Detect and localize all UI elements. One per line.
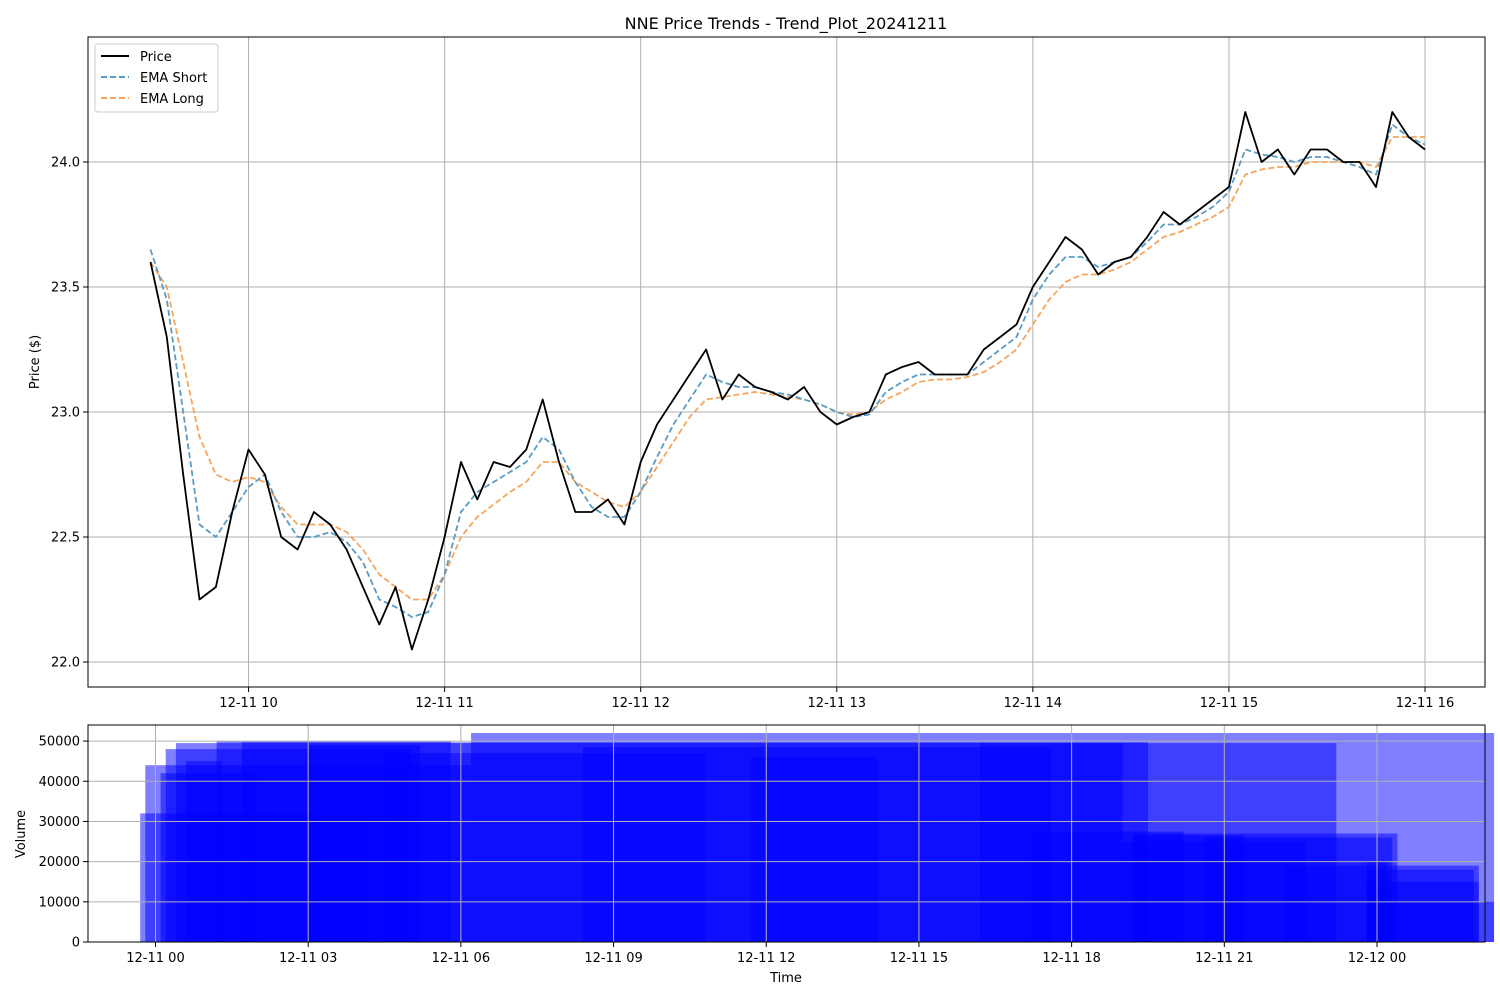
volume-xticks: 12-11 00 12-11 03 12-11 06 12-11 09 12-11 12…	[126, 942, 1406, 966]
volume-bar	[751, 757, 879, 942]
volume-xtick-label: 12-11 03	[279, 951, 337, 966]
series-line-ema-long	[149, 136, 1425, 601]
volume-ytick-label: 30000	[39, 815, 80, 830]
volume-y-axis-label: Volume	[14, 810, 29, 858]
volume-xtick-label: 12-11 18	[1042, 951, 1100, 966]
volume-ytick-label: 10000	[39, 895, 80, 910]
price-ytick-label: 22.0	[51, 656, 80, 671]
volume-x-axis-label: Time	[769, 971, 802, 986]
volume-bars-group	[140, 733, 1495, 942]
price-ytick-label: 23.0	[51, 406, 80, 421]
volume-xtick-label: 12-11 00	[126, 951, 184, 966]
legend-label-price: Price	[140, 50, 172, 65]
price-y-axis-label: Price ($)	[28, 335, 43, 389]
price-ytick-label: 23.5	[51, 281, 80, 296]
price-grid	[88, 37, 1485, 687]
price-xtick-label: 12-11 12	[611, 696, 669, 711]
price-panel: NNE Price Trends - Trend_Plot_20241211 2…	[28, 14, 1486, 711]
volume-bar	[186, 761, 222, 942]
volume-ytick-label: 40000	[39, 775, 80, 790]
volume-ytick-label: 50000	[39, 735, 80, 750]
legend-box	[94, 43, 219, 113]
volume-grid	[88, 725, 1485, 943]
price-legend: Price EMA Short EMA Long	[94, 43, 219, 113]
price-xtick-label: 12-11 16	[1396, 696, 1454, 711]
volume-yticks: 0 10000 20000 30000 40000 50000	[39, 735, 88, 951]
legend-label-ema-short: EMA Short	[140, 71, 207, 86]
price-series-group	[149, 111, 1426, 651]
price-xtick-label: 12-11 13	[808, 696, 866, 711]
volume-xtick-label: 12-11 12	[737, 951, 795, 966]
price-ytick-label: 22.5	[51, 531, 80, 546]
volume-xtick-label: 12-11 21	[1195, 951, 1253, 966]
price-plot-frame	[87, 36, 1486, 688]
volume-bar	[1030, 831, 1184, 942]
volume-xtick-label: 12-11 15	[890, 951, 948, 966]
volume-plot-frame	[87, 724, 1486, 943]
series-line-ema-short	[149, 123, 1426, 618]
price-xtick-label: 12-11 10	[219, 696, 277, 711]
volume-ytick-label: 20000	[39, 855, 80, 870]
volume-xtick-label: 12-11 06	[432, 951, 490, 966]
price-xtick-label: 12-11 14	[1004, 696, 1062, 711]
price-xtick-label: 12-11 15	[1200, 696, 1258, 711]
price-chart-title: NNE Price Trends - Trend_Plot_20241211	[625, 14, 948, 34]
volume-xtick-label: 12-11 09	[584, 951, 642, 966]
series-line-price	[149, 111, 1426, 651]
legend-label-ema-long: EMA Long	[140, 92, 204, 107]
price-ytick-label: 24.0	[51, 156, 80, 171]
volume-ytick-label: 0	[72, 936, 80, 951]
price-xticks: 12-11 10 12-11 11 12-11 12 12-11 13 12-11 14…	[219, 687, 1454, 711]
volume-xtick-label: 12-12 00	[1348, 951, 1406, 966]
price-xtick-label: 12-11 11	[415, 696, 473, 711]
price-yticks: 22.0 22.5 23.0 23.5 24.0	[51, 156, 88, 671]
